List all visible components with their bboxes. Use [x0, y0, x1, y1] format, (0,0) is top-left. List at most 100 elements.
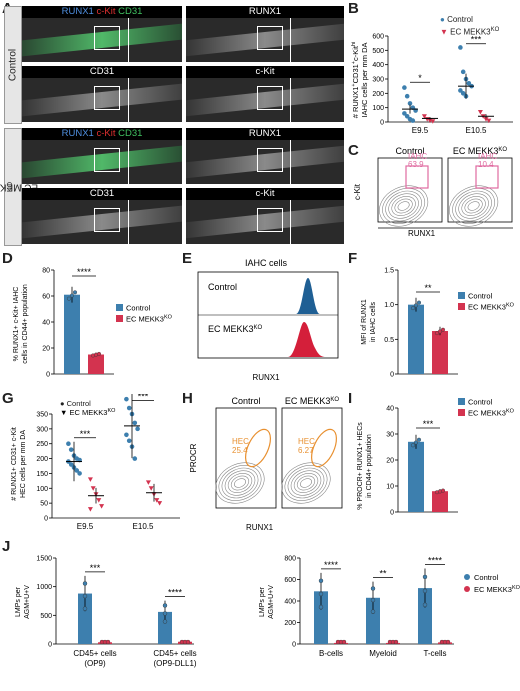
- x-category-label: CD45+ cells: [73, 649, 116, 658]
- y-tick-label: 1.0: [384, 302, 394, 309]
- x-category-label: T-cells: [423, 649, 446, 658]
- contour-line: [449, 185, 499, 227]
- micrograph-title: c-Kit: [186, 188, 344, 200]
- inset-divider: [127, 200, 129, 244]
- inset-divider: [290, 18, 292, 62]
- y-tick-label: 40: [42, 320, 50, 327]
- y-tick-label: 30: [386, 432, 394, 439]
- y-tick-label: 400: [372, 62, 384, 69]
- y-tick-label: 150: [36, 471, 48, 478]
- data-point: [145, 480, 151, 485]
- histogram-row-label: EC MEKK3KO: [208, 324, 263, 334]
- y-tick-label: 40: [386, 406, 394, 413]
- significance-label: ****: [77, 267, 92, 277]
- contour-line: [461, 196, 486, 216]
- inset-divider: [290, 200, 292, 244]
- y-tick-label: 0: [380, 120, 384, 127]
- inset-divider: [127, 78, 129, 122]
- legend-b: ● Control ▼ EC MEKK3KO: [440, 15, 500, 37]
- data-point: [157, 501, 163, 506]
- data-point: [318, 591, 324, 597]
- zoom-box: [257, 86, 284, 110]
- data-point: [437, 329, 442, 334]
- y-tick-label: 50: [40, 501, 48, 508]
- data-point: [407, 101, 413, 106]
- data-point: [105, 639, 111, 645]
- bar: [158, 611, 172, 644]
- y-tick-label: 600: [372, 34, 384, 41]
- data-point: [422, 574, 428, 580]
- bar: [408, 441, 424, 512]
- y-tick-label: 500: [40, 613, 52, 620]
- significance-label: ***: [423, 419, 434, 429]
- data-point: [66, 441, 71, 447]
- data-point: [82, 581, 88, 586]
- data-point: [370, 586, 376, 591]
- y-axis-label: % RUNX1+ c-Kit+ IAHC cells in CD44+ popul…: [13, 284, 29, 364]
- y-tick-label: 600: [284, 577, 296, 584]
- contour-line: [293, 473, 319, 493]
- bar: [418, 588, 432, 644]
- micrograph-title: RUNX1: [186, 128, 344, 140]
- x-axis-label: RUNX1: [408, 229, 436, 238]
- gate-name: IAHC: [478, 152, 497, 161]
- y-tick-label: 20: [386, 458, 394, 465]
- contour-line: [382, 188, 426, 224]
- gate-name: IAHC: [408, 152, 427, 161]
- panel-label-f: F: [348, 250, 358, 267]
- legend-label-control: Control: [126, 304, 151, 313]
- channel-label: CD31: [118, 128, 143, 139]
- data-point: [422, 602, 428, 608]
- data-point: [416, 437, 421, 442]
- flow-plot-title: EC MEKK3KO: [453, 146, 508, 156]
- significance-label: *: [418, 73, 422, 83]
- y-tick-label: 0: [292, 642, 296, 649]
- panel-b-chart: # RUNX1+CD31+c-Kithi IAHC cells per mm D…: [351, 34, 513, 135]
- gate-name: HEC: [232, 437, 249, 446]
- data-point: [434, 331, 439, 336]
- y-tick-label: 200: [284, 620, 296, 627]
- contour-line: [467, 201, 480, 211]
- panel-e-histogram: IAHC cells Control EC MEKK3KO RUNX1: [197, 258, 339, 382]
- data-point: [486, 118, 492, 124]
- micrograph-title: CD31: [22, 188, 182, 200]
- row-label-control: Control: [4, 6, 22, 124]
- svg-text:IAHC cells per mm DA: IAHC cells per mm DA: [360, 42, 369, 117]
- data-point: [162, 603, 168, 608]
- panel-label-g: G: [2, 390, 14, 407]
- contour-line: [379, 185, 429, 227]
- micrograph-tile: CD31: [22, 188, 182, 244]
- x-axis-label: RUNX1: [252, 373, 280, 382]
- legend-swatch-control: [464, 574, 470, 580]
- y-tick-label: 10: [386, 484, 394, 491]
- data-point: [393, 639, 399, 645]
- contour-line: [397, 201, 410, 211]
- zoom-box: [94, 26, 120, 50]
- data-point: [460, 91, 466, 96]
- data-point: [87, 507, 93, 512]
- data-point: [96, 351, 101, 356]
- legend-label-ko: EC MEKK3KO: [468, 409, 515, 418]
- legend-swatch-ko: [458, 409, 465, 416]
- contour-line: [455, 190, 492, 222]
- y-axis-label: LMPs per AGM+U+V: [259, 585, 275, 619]
- data-point: [411, 443, 416, 448]
- data-point: [185, 639, 191, 645]
- data-point: [99, 504, 105, 509]
- micrograph-title: RUNX1 c-Kit CD31: [22, 128, 182, 140]
- y-tick-label: 100: [372, 105, 384, 112]
- data-point: [466, 81, 472, 86]
- legend-swatch-control: [116, 304, 123, 311]
- gate-name: HEC: [298, 437, 315, 446]
- data-point: [87, 477, 93, 482]
- data-point: [148, 486, 154, 491]
- micrograph-tile: c-Kit: [186, 188, 344, 244]
- y-tick-label: 1500: [36, 556, 52, 563]
- y-tick-label: 0: [46, 372, 50, 379]
- y-tick-label: 0: [48, 642, 52, 649]
- panel-b-ylabel: # RUNX1+CD31+c-Kithi IAHC cells per mm D…: [351, 42, 369, 119]
- data-point: [410, 118, 416, 123]
- y-tick-label: 1000: [36, 584, 52, 591]
